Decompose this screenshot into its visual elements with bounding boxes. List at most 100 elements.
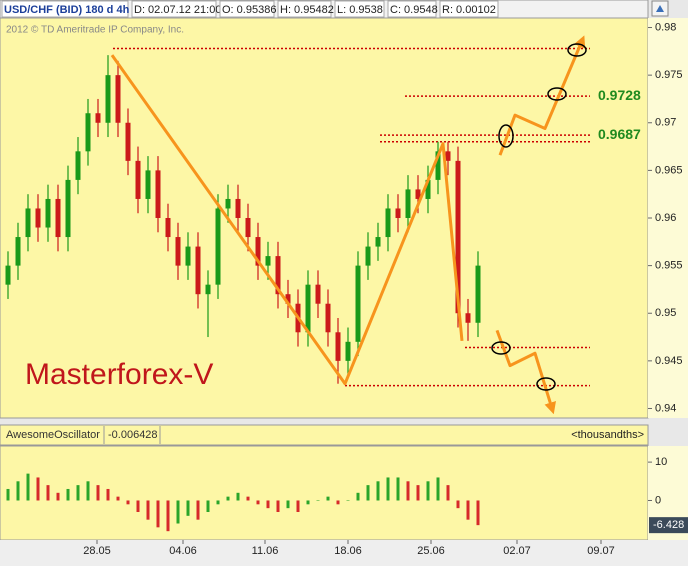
candle-body <box>75 151 81 180</box>
x-tick-label: 18.06 <box>334 545 362 557</box>
bar <box>266 500 270 509</box>
candle-body <box>175 237 181 266</box>
header-cell <box>219 0 275 18</box>
candle-body <box>355 265 361 342</box>
header-item: USD/CHF (BID) 180 d 4h <box>4 4 130 16</box>
oscillator-value: -0.006428 <box>108 429 158 441</box>
y-tick-label: 0.955 <box>655 260 683 272</box>
pattern-line <box>110 54 464 386</box>
candle-body <box>205 284 211 295</box>
candle-body <box>395 208 401 218</box>
y-tick-label: 0.945 <box>655 355 683 367</box>
candle-body <box>215 208 221 285</box>
candle-body <box>185 246 191 266</box>
bar <box>86 481 90 501</box>
bar <box>436 477 440 501</box>
candle-body <box>25 208 31 238</box>
bar <box>6 488 10 501</box>
bar <box>136 500 140 512</box>
y-tick-label: 0.975 <box>655 69 683 81</box>
candle-body <box>425 179 431 199</box>
bar <box>356 492 360 501</box>
bar <box>256 500 260 505</box>
candle-body <box>85 113 91 152</box>
oscillator-title: AwesomeOscillator <box>6 429 100 441</box>
candle-body <box>345 341 351 361</box>
candle-body <box>365 246 371 266</box>
bar <box>216 500 220 505</box>
header-item: H: 0.95482 <box>280 4 334 16</box>
bar <box>56 492 60 501</box>
candle-body <box>255 237 261 266</box>
header-cell <box>334 0 385 18</box>
bar <box>76 485 80 501</box>
x-tick-label: 25.06 <box>417 545 445 557</box>
scroll-icon <box>656 5 664 12</box>
bar <box>146 500 150 520</box>
candle-body <box>195 246 201 295</box>
x-tick-label: 28.05 <box>83 545 111 557</box>
y-tick-label: 0.965 <box>655 164 683 176</box>
candle-body <box>325 303 331 333</box>
candle-body <box>125 122 131 161</box>
x-tick-label: 11.06 <box>252 545 279 557</box>
header-cell <box>387 0 437 18</box>
bar <box>116 496 120 501</box>
candle-body <box>445 151 451 161</box>
oscillator-units: <thousandths> <box>571 429 644 441</box>
x-tick-label: 04.06 <box>169 545 197 557</box>
candle-body <box>405 189 411 218</box>
candle-body <box>235 198 241 218</box>
bar <box>286 500 290 509</box>
bar <box>236 492 240 501</box>
header-item: D: 02.07.12 21:00 <box>134 4 221 16</box>
header-cell <box>1 0 129 18</box>
candle-body <box>305 284 311 333</box>
header-cell <box>277 0 332 18</box>
candle-body <box>475 265 481 323</box>
header-item: C: 0.9548 <box>390 4 438 16</box>
bar <box>416 485 420 501</box>
bar <box>196 500 200 520</box>
bar <box>96 485 100 501</box>
bar <box>26 473 30 501</box>
candle-body <box>55 198 61 238</box>
candle-body <box>415 189 421 199</box>
candle-body <box>375 237 381 247</box>
candle-body <box>95 113 101 123</box>
last-value-label: -6.428 <box>653 519 684 531</box>
bar <box>276 500 280 512</box>
bar <box>16 481 20 501</box>
bar <box>336 500 340 505</box>
pattern-line <box>495 329 556 415</box>
bar <box>66 488 70 501</box>
bar <box>226 496 230 501</box>
header-cell <box>439 0 499 18</box>
header-item: R: 0.00102 <box>442 4 496 16</box>
pattern-line <box>498 35 586 156</box>
y-tick-label: 0.97 <box>655 117 676 129</box>
y-tick-label: 0.96 <box>655 212 676 224</box>
candle-body <box>385 208 391 238</box>
bar <box>346 500 350 501</box>
bar <box>156 500 160 528</box>
candle-body <box>315 284 321 304</box>
bar <box>126 500 130 505</box>
header-item: O: 0.95386 <box>222 4 276 16</box>
candle-body <box>265 256 271 266</box>
candle-body <box>165 218 171 238</box>
bar <box>386 477 390 501</box>
copyright: 2012 © TD Ameritrade IP Company, Inc. <box>6 25 184 36</box>
bar <box>316 500 320 501</box>
header-item: L: 0.9538 <box>337 4 383 16</box>
bar <box>376 481 380 501</box>
bar <box>366 485 370 501</box>
candle-body <box>225 198 231 209</box>
candle-body <box>35 208 41 228</box>
candle-body <box>335 332 341 361</box>
y-tick-label: 0.98 <box>655 21 676 33</box>
price-label: 0.9728 <box>598 87 641 103</box>
last-value-box <box>649 517 688 534</box>
bar <box>36 477 40 501</box>
